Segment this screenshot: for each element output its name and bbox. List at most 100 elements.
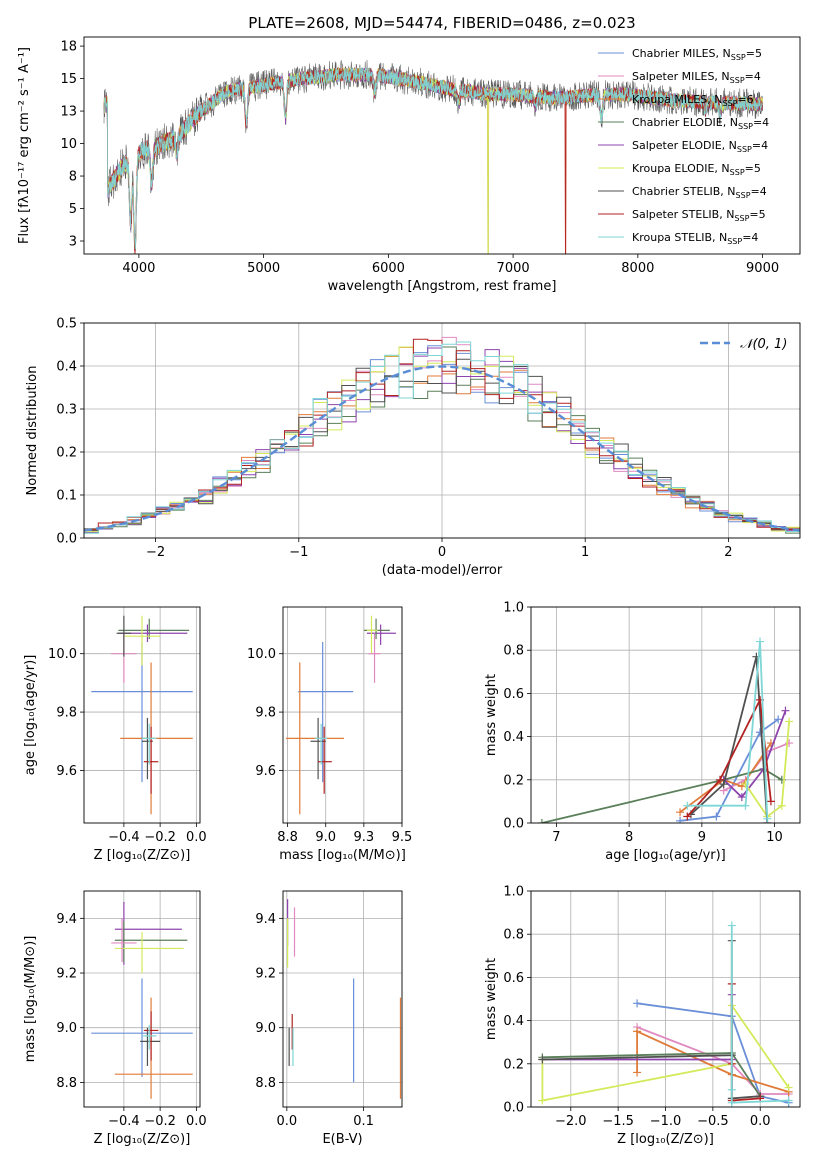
legend-subscript: SSP <box>736 191 751 200</box>
histogram-step <box>84 341 800 538</box>
legend-label: Chabrier MILES, NSSP=5 <box>632 47 762 62</box>
legend-text: Chabrier STELIB, N <box>632 185 736 198</box>
weight-marker <box>633 1068 642 1077</box>
x-tick-label: 2 <box>724 545 732 560</box>
y-tick-label: 0.0 <box>503 817 524 832</box>
axes-frame <box>282 890 403 1108</box>
legend-subscript: SSP <box>722 99 737 108</box>
x-tick-label: 0.0 <box>186 830 207 845</box>
y-tick-label: 0.0 <box>503 1101 524 1116</box>
legend-label: Chabrier STELIB, NSSP=4 <box>632 185 767 200</box>
x-tick-label: −0.5 <box>697 1114 729 1129</box>
y-tick-label: 9.0 <box>56 1021 77 1036</box>
y-tick-label: 9.0 <box>255 1021 276 1036</box>
legend-count: =5 <box>745 162 761 175</box>
legend-label: 𝒩(0, 1) <box>740 337 787 352</box>
weight-line <box>636 1002 789 1104</box>
weight-marker <box>777 801 786 810</box>
x-axis-label: Z [log₁₀(Z/Z⊙)] <box>617 1132 714 1147</box>
plot-area <box>91 901 193 1099</box>
x-tick-label: 9 <box>698 830 706 845</box>
legend-label: Chabrier ELODIE, NSSP=4 <box>632 116 769 131</box>
legend-count: =5 <box>746 47 762 60</box>
axes-frame <box>282 606 403 824</box>
metallicity-age-panel: −0.4 −0.2 0.0 9.6 9.8 10.0 Z [log₁₀(Z/Z⊙)] age … <box>23 606 207 863</box>
metallicity-mass-panel: −0.4 −0.2 0.0 8.8 9.0 9.2 9.4 Z [log₁₀(Z/Z⊙)] ma… <box>23 890 207 1147</box>
legend-label: Salpeter STELIB, NSSP=5 <box>632 208 766 223</box>
weight-line <box>730 925 789 1104</box>
weight-line <box>541 768 783 823</box>
y-tick-label: 8.8 <box>56 1076 77 1091</box>
x-tick-label: 7000 <box>497 261 530 276</box>
weight-marker <box>737 793 746 802</box>
weight-marker <box>741 801 750 810</box>
gaussian-curve <box>84 365 800 532</box>
y-tick-label: 0.2 <box>56 446 77 461</box>
mass-age-panel: 8.8 9.0 9.3 9.5 9.6 9.8 10.0 mass [log₁₀(M/M⊙)] <box>247 606 413 863</box>
y-tick-label: 0.0 <box>56 532 77 547</box>
legend-text: Chabrier ELODIE, N <box>632 116 738 129</box>
weight-line <box>686 696 772 818</box>
x-tick-label: 9000 <box>746 261 779 276</box>
weight-marker <box>781 706 790 715</box>
spectrum-line <box>103 67 763 250</box>
y-tick-label: 0.4 <box>56 360 77 375</box>
legend-text: Kroupa STELIB, N <box>632 231 727 244</box>
y-tick-label: 0.5 <box>56 317 77 332</box>
weight-marker <box>712 812 721 821</box>
weight-marker <box>676 808 685 817</box>
legend-label: Kroupa STELIB, NSSP=4 <box>632 231 758 246</box>
y-axis-label: mass [log₁₀(M/M⊙)] <box>23 936 38 1063</box>
legend-count: =4 <box>742 231 758 244</box>
weight-marker <box>766 797 775 806</box>
weight-marker <box>763 814 772 823</box>
y-tick-label: 13 <box>60 105 77 120</box>
weight-line <box>636 1030 789 1093</box>
plot-area <box>538 921 793 1107</box>
y-tick-label: 0.2 <box>503 1057 524 1072</box>
weight-line <box>690 656 769 823</box>
ebv-mass-panel: 0.0 0.1 8.8 9.0 9.2 9.4 E(B-V) <box>255 890 403 1147</box>
legend-label: Kroupa MILES, NSSP=6 <box>632 93 754 108</box>
y-tick-label: 10.0 <box>48 647 77 662</box>
y-axis-label: Normed distribution <box>25 366 40 496</box>
grid <box>283 891 402 1107</box>
y-tick-label: 9.2 <box>255 967 276 982</box>
weight-line <box>679 742 772 813</box>
weight-marker <box>785 717 794 726</box>
plot-area <box>103 59 763 254</box>
legend-subscript: SSP <box>737 145 752 154</box>
legend-subscript: SSP <box>731 53 746 62</box>
weight-marker <box>784 1096 793 1105</box>
legend-count: =4 <box>752 139 768 152</box>
legend-subscript: SSP <box>738 122 753 131</box>
axes-frame <box>83 36 801 255</box>
x-tick-label: 7 <box>552 830 560 845</box>
weight-marker <box>756 637 765 646</box>
y-tick-label: 0.8 <box>503 928 524 943</box>
x-tick-label: −0.4 <box>108 1114 140 1129</box>
histogram-step <box>84 358 800 538</box>
weight-line <box>679 718 779 822</box>
legend-text: Salpeter MILES, N <box>632 70 730 83</box>
x-tick-label: 9.3 <box>354 830 375 845</box>
weight-marker <box>683 801 692 810</box>
weight-line <box>687 641 769 819</box>
legend-text: Salpeter STELIB, N <box>632 208 734 221</box>
axes-frame <box>530 890 801 1108</box>
y-tick-label: 0.8 <box>503 644 524 659</box>
y-tick-label: 1.0 <box>503 885 524 900</box>
y-tick-label: 18 <box>60 40 77 55</box>
y-tick-label: 3 <box>69 235 77 250</box>
x-axis-label: Z [log₁₀(Z/Z⊙)] <box>94 848 191 863</box>
weight-marker <box>538 1096 547 1105</box>
legend-text: Chabrier MILES, N <box>632 47 731 60</box>
x-tick-label: 9.5 <box>392 830 413 845</box>
x-tick-label: 6000 <box>372 261 405 276</box>
y-tick-label: 10.0 <box>247 647 276 662</box>
x-axis-label: wavelength [Angstrom, rest frame] <box>328 279 557 294</box>
weight-marker <box>784 1083 793 1092</box>
weight-marker <box>716 775 725 784</box>
y-tick-label: 0.1 <box>56 489 77 504</box>
x-tick-label: −0.2 <box>144 1114 176 1129</box>
